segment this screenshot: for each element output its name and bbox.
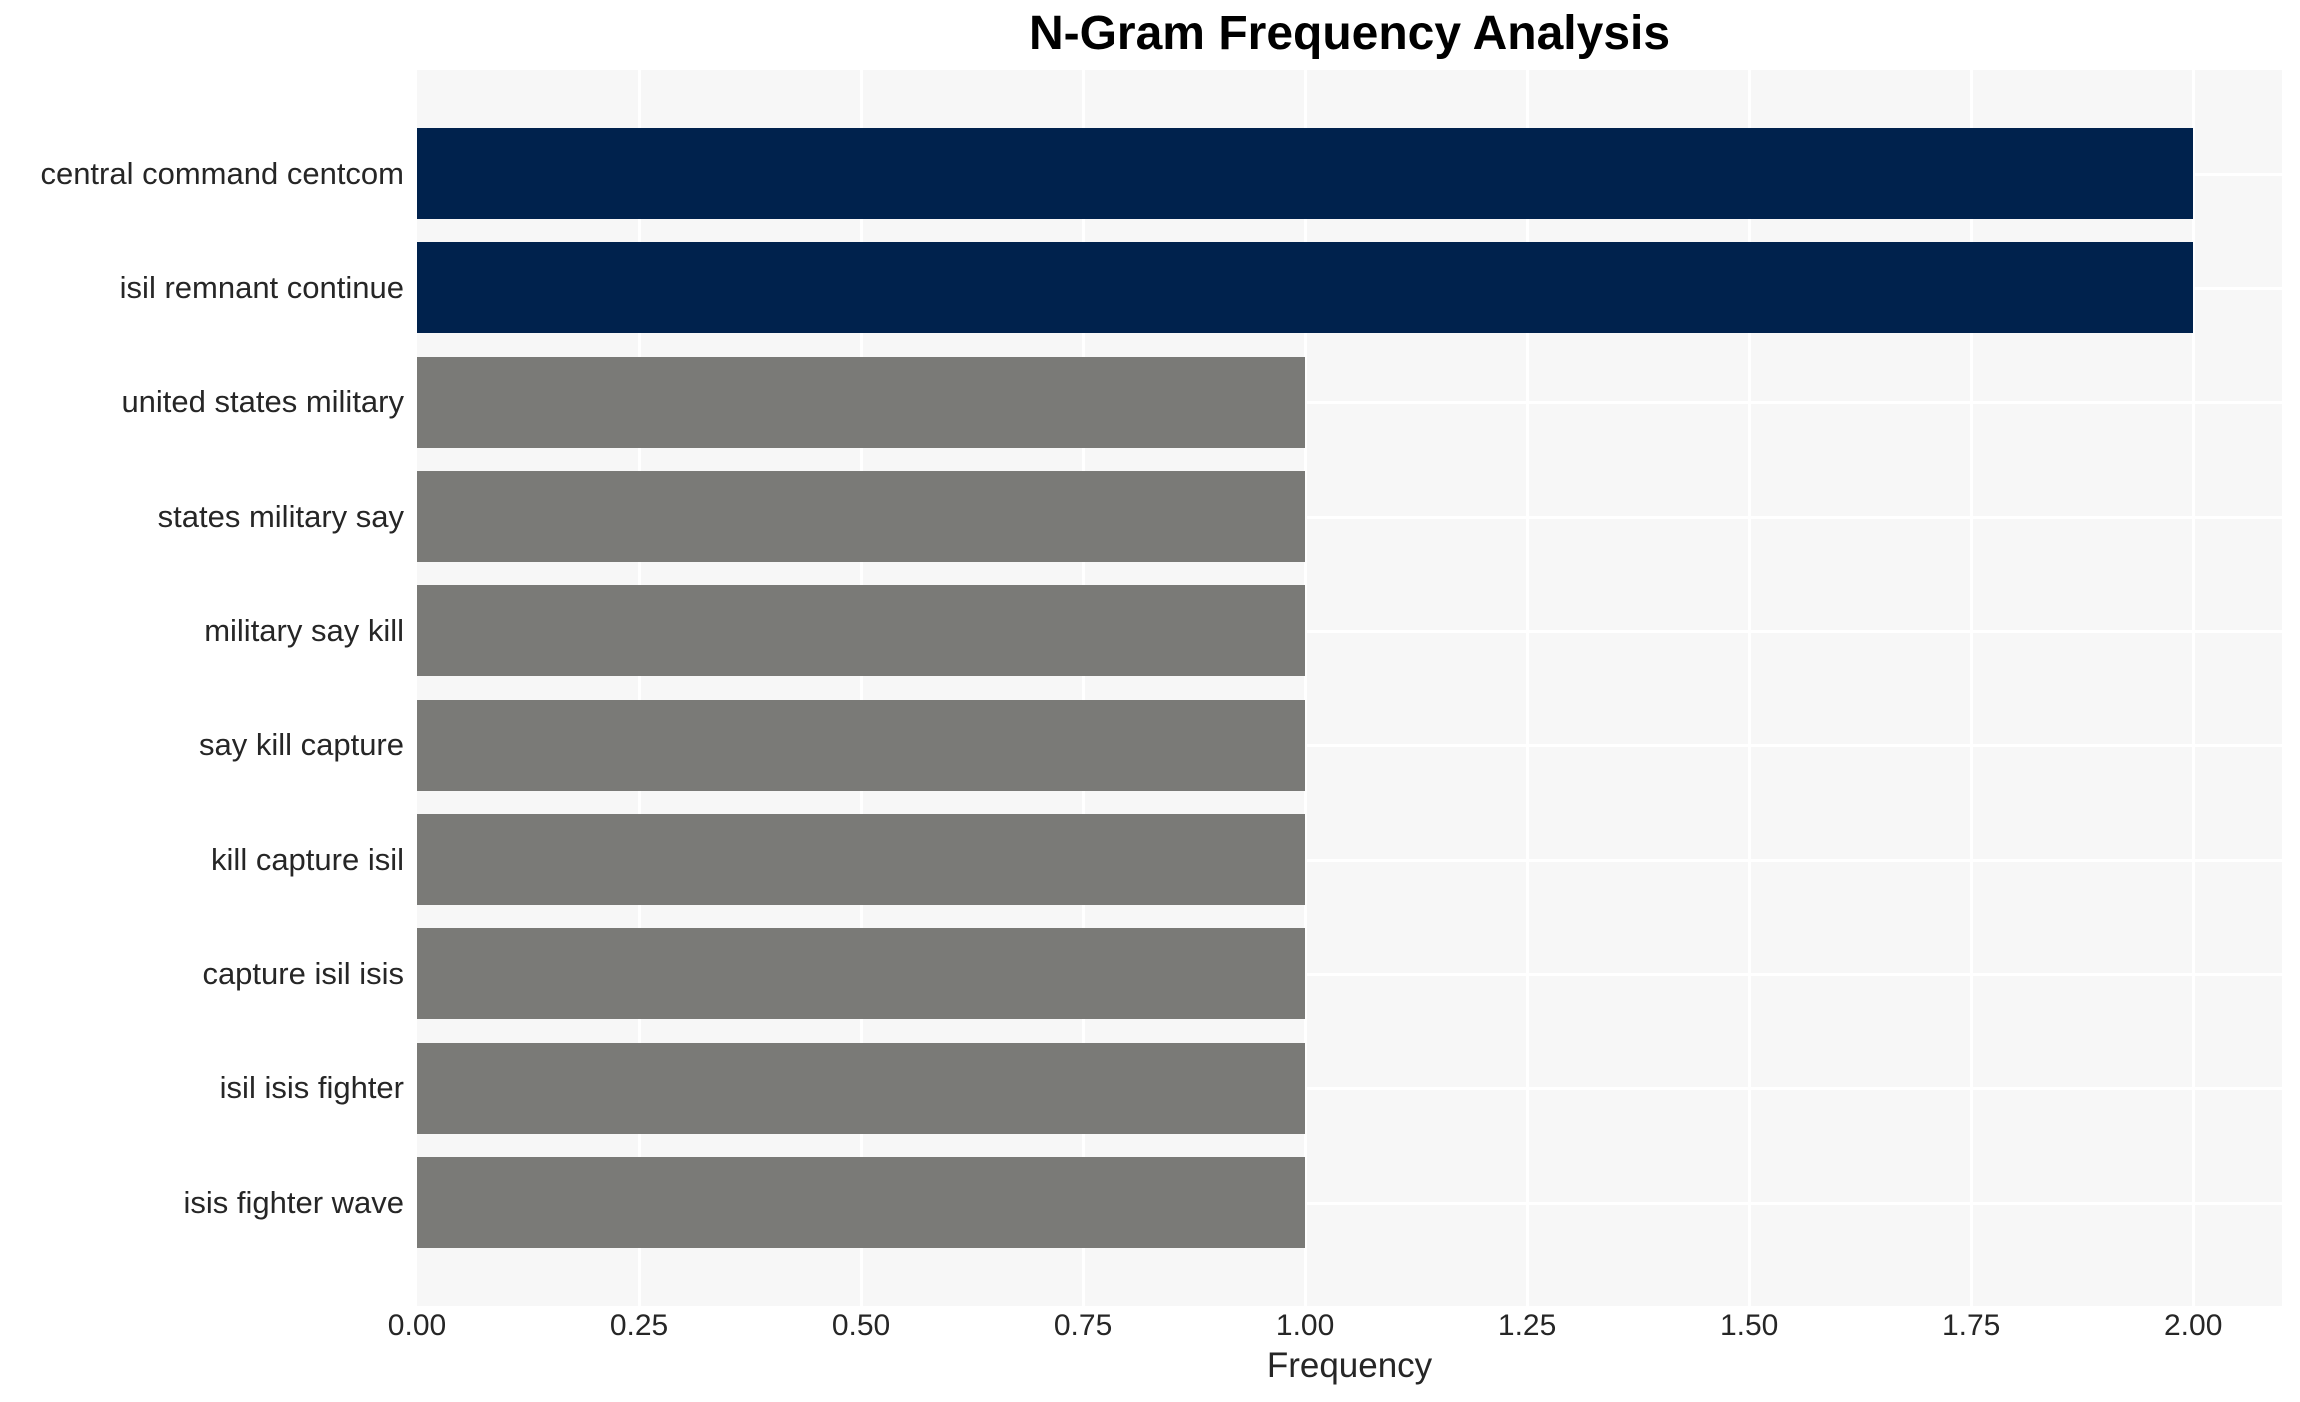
x-gridline [1970, 70, 1974, 1306]
y-axis-label: isil isis fighter [219, 1070, 404, 1106]
y-axis-label: isis fighter wave [183, 1184, 404, 1220]
x-axis-title: Frequency [1266, 1346, 1433, 1385]
y-axis-label: kill capture isil [211, 841, 404, 877]
y-gridline [417, 515, 2282, 519]
y-gridline [417, 858, 2282, 862]
x-gridline [1748, 70, 1752, 1306]
x-tick-label: 0.50 [831, 1309, 891, 1342]
x-gridline [1304, 70, 1308, 1306]
y-axis-label: capture isil isis [202, 955, 404, 991]
x-tick-label: 1.50 [1719, 1309, 1779, 1342]
y-gridline [417, 1201, 2282, 1205]
bar [417, 1042, 1306, 1134]
bar [417, 928, 1306, 1020]
y-gridline [417, 972, 2282, 976]
x-tick-label: 1.75 [1941, 1309, 2001, 1342]
x-gridline [860, 70, 864, 1306]
x-tick-label: 0.00 [387, 1309, 447, 1342]
bar [417, 699, 1306, 791]
bar [417, 128, 2194, 219]
y-axis-label: military say kill [204, 612, 404, 648]
y-axis-label: united states military [121, 384, 404, 420]
x-gridline [1526, 70, 1530, 1306]
y-axis-label: say kill capture [198, 727, 404, 763]
bar [417, 356, 1306, 448]
x-tick-label: 2.00 [2163, 1309, 2223, 1342]
bar [417, 471, 1306, 562]
x-gridline [638, 70, 642, 1306]
y-axis-label: central command centcom [40, 155, 404, 191]
x-tick-label: 0.75 [1053, 1309, 1113, 1342]
chart-title: N-Gram Frequency Analysis [1028, 7, 1671, 60]
x-tick-label: 1.25 [1497, 1309, 1557, 1342]
y-gridline [417, 1087, 2282, 1091]
x-tick-label: 0.25 [609, 1309, 669, 1342]
bar [417, 814, 1306, 905]
bar [417, 242, 2194, 334]
x-gridline [1082, 70, 1086, 1306]
plot-area [417, 70, 2282, 1306]
x-tick-label: 1.00 [1275, 1309, 1335, 1342]
y-axis-label: isil remnant continue [119, 269, 404, 305]
y-gridline [417, 629, 2282, 633]
y-gridline [417, 744, 2282, 748]
y-gridline [417, 401, 2282, 405]
y-axis-label: states military say [157, 498, 404, 534]
bar [417, 1157, 1306, 1248]
bar [417, 585, 1306, 677]
x-gridline [2192, 70, 2196, 1306]
